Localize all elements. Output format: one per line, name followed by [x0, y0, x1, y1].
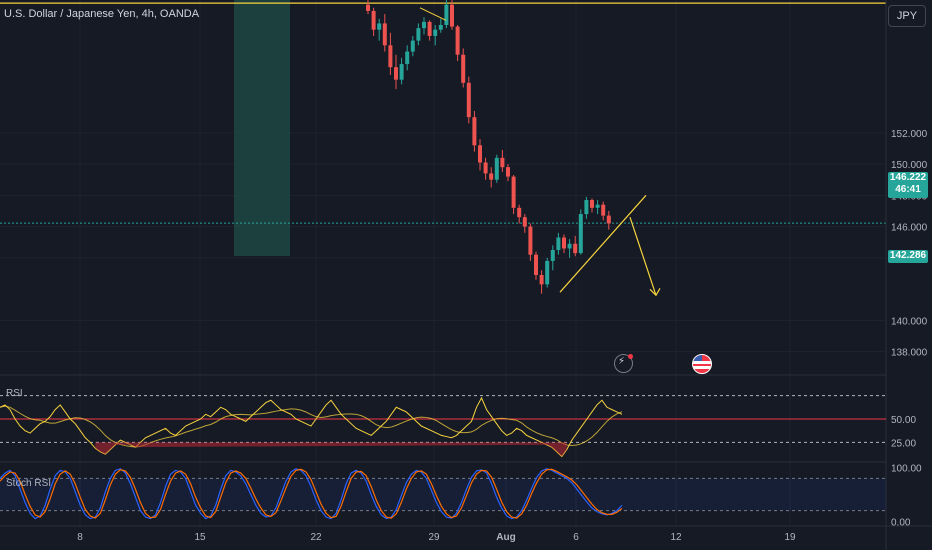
candle-body [483, 162, 488, 174]
candle-body [399, 64, 404, 80]
stoch-tick-label: 100.00 [891, 464, 922, 475]
stoch-rsi-label[interactable]: Stoch RSI [6, 478, 52, 489]
time-tick-label: 22 [310, 532, 322, 543]
time-tick-label: 15 [194, 532, 206, 543]
symbol-title[interactable]: U.S. Dollar / Japanese Yen, 4h, OANDA [4, 8, 200, 20]
candle-body [517, 207, 522, 218]
price-axis: 152.000150.000148.000146.000144.000140.0… [891, 129, 928, 359]
candle-body [556, 237, 561, 250]
grid-lines [0, 0, 886, 526]
candle-body [394, 67, 398, 80]
candle-body [366, 4, 370, 11]
candle-body [584, 200, 589, 215]
candle-body [528, 226, 533, 255]
candle-body [590, 200, 594, 208]
last-price-tag: 146.222 46:41 [888, 172, 928, 198]
stoch-band-fill [0, 478, 886, 511]
rsi-tick-label: 50.00 [891, 415, 916, 426]
time-tick-label: 12 [670, 532, 682, 543]
price-tick-label: 140.000 [891, 316, 928, 327]
candle-body [478, 145, 482, 163]
candle-body [595, 204, 600, 208]
us-flag-event-icon[interactable] [692, 354, 712, 374]
price-tick-label: 146.000 [891, 223, 928, 234]
candlestick-series [366, 0, 611, 294]
rsi-pane: 50.00 25.00 [0, 395, 916, 458]
candle-body [494, 157, 499, 180]
candle-body [450, 4, 454, 27]
time-tick-label: 19 [784, 532, 796, 543]
candle-body [438, 25, 443, 30]
candle-body [545, 260, 550, 285]
candle-body [422, 21, 426, 29]
price-tick-label: 150.000 [891, 160, 928, 171]
candle-body [606, 215, 611, 224]
rsi-ma-line [0, 405, 623, 448]
bar-countdown: 46:41 [895, 184, 921, 195]
low-price-tag: 142.286 [888, 250, 928, 263]
lightning-event-icon[interactable] [614, 354, 633, 373]
candle-body [506, 167, 510, 177]
trendline [559, 194, 647, 293]
candle-body [377, 23, 382, 30]
candle-body [500, 157, 505, 168]
candle-body [455, 26, 460, 55]
stoch-k-line [0, 468, 623, 520]
stoch-tick-label: 0.00 [891, 517, 911, 528]
candle-body [405, 51, 410, 65]
time-tick-label: 6 [573, 532, 579, 543]
time-tick-label: 8 [77, 532, 83, 543]
candle-body [567, 243, 572, 249]
candle-body [388, 45, 393, 68]
candle-body [578, 214, 583, 254]
rsi-tick-label: 25.00 [891, 438, 916, 449]
forecast-arrow [629, 216, 657, 296]
candle-body [472, 117, 477, 146]
candle-body [522, 217, 527, 227]
candle-body [427, 21, 432, 36]
highlight-zone [234, 0, 290, 256]
candle-body [550, 250, 555, 261]
candle-body [534, 254, 538, 275]
rsi-label[interactable]: RSI [6, 388, 23, 399]
time-axis: 8 15 22 29 Aug 6 12 19 [77, 532, 796, 543]
candle-body [416, 28, 421, 41]
candle-body [562, 237, 566, 249]
candle-body [601, 204, 606, 216]
candle-body [433, 29, 438, 36]
candle-body [444, 4, 449, 25]
candle-body [539, 275, 544, 285]
candle-body [461, 54, 466, 83]
rsi-oversold-fill [95, 442, 567, 457]
forecast-arrow-head [649, 288, 661, 297]
time-tick-label: 29 [428, 532, 440, 543]
price-tick-label: 152.000 [891, 129, 928, 140]
currency-badge[interactable]: JPY [888, 5, 926, 27]
candle-body [371, 10, 376, 30]
last-price-value: 146.222 [889, 172, 927, 183]
stoch-rsi-pane: 100.00 0.00 [0, 464, 922, 528]
candle-body [466, 82, 471, 118]
candle-body [382, 23, 387, 46]
candle-body [511, 176, 516, 208]
trend-drawings[interactable] [419, 7, 661, 297]
candle-body [489, 173, 494, 180]
candle-body [410, 40, 415, 52]
time-tick-label: Aug [496, 532, 515, 543]
stoch-d-line [0, 468, 623, 519]
candle-body [573, 243, 578, 254]
price-tick-label: 138.000 [891, 348, 928, 359]
top-trendline [419, 7, 447, 21]
rsi-line [0, 396, 623, 458]
